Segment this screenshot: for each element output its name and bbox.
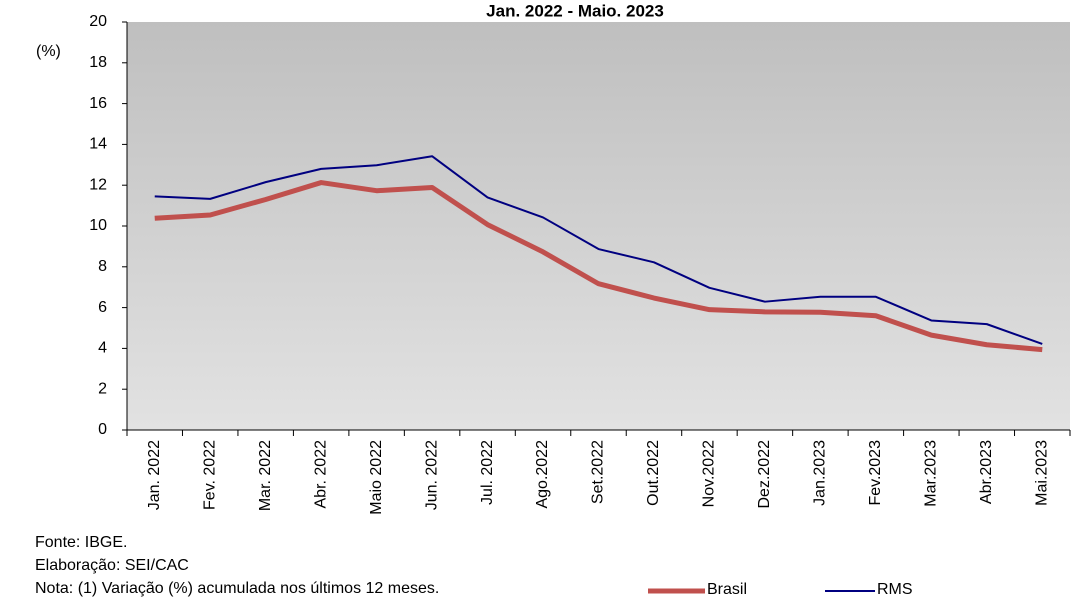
x-tick-label: Nov.2022 bbox=[701, 440, 718, 507]
y-axis-label: (%) bbox=[36, 43, 61, 60]
x-tick-label: Ago.2022 bbox=[534, 440, 551, 509]
y-tick-label: 6 bbox=[98, 299, 107, 316]
x-tick-label: Jun. 2022 bbox=[423, 440, 440, 510]
x-tick-label: Mai.2023 bbox=[1033, 440, 1050, 506]
y-tick-label: 8 bbox=[98, 258, 107, 275]
x-tick-label: Jan. 2022 bbox=[146, 440, 163, 510]
legend-label: RMS bbox=[877, 581, 913, 598]
series-line bbox=[154, 180, 1043, 353]
y-tick-label: 20 bbox=[89, 13, 107, 30]
note: Fonte: IBGE. bbox=[35, 534, 127, 551]
x-tick-label: Maio 2022 bbox=[368, 440, 385, 515]
x-tick-label: Set.2022 bbox=[590, 440, 607, 504]
x-tick-label: Fev.2023 bbox=[867, 440, 884, 506]
y-tick-label: 16 bbox=[89, 95, 107, 112]
y-tick-label: 10 bbox=[89, 217, 107, 234]
x-tick-label: Jan.2023 bbox=[812, 440, 829, 506]
y-tick-label: 18 bbox=[89, 54, 107, 71]
x-tick-label: Dez.2022 bbox=[756, 440, 773, 509]
y-tick-label: 12 bbox=[89, 176, 107, 193]
x-tick-label: Jul. 2022 bbox=[479, 440, 496, 505]
plot-area bbox=[127, 22, 1070, 430]
x-tick-label: Abr.2023 bbox=[978, 440, 995, 504]
x-tick-label: Mar.2023 bbox=[923, 440, 940, 507]
legend-label: Brasil bbox=[707, 581, 747, 598]
x-tick-label: Mar. 2022 bbox=[257, 440, 274, 511]
note: Elaboração: SEI/CAC bbox=[35, 557, 189, 574]
y-tick-label: 14 bbox=[89, 136, 107, 153]
y-tick-label: 4 bbox=[98, 340, 107, 357]
x-tick-label: Out.2022 bbox=[645, 440, 662, 506]
chart-title: Jan. 2022 - Maio. 2023 bbox=[486, 1, 664, 20]
y-tick-label: 0 bbox=[98, 421, 107, 438]
x-tick-label: Fev. 2022 bbox=[201, 440, 218, 510]
note: Nota: (1) Variação (%) acumulada nos últ… bbox=[35, 580, 439, 597]
x-tick-label: Abr. 2022 bbox=[312, 440, 329, 509]
series-line bbox=[154, 155, 1043, 345]
y-tick-label: 2 bbox=[98, 380, 107, 397]
